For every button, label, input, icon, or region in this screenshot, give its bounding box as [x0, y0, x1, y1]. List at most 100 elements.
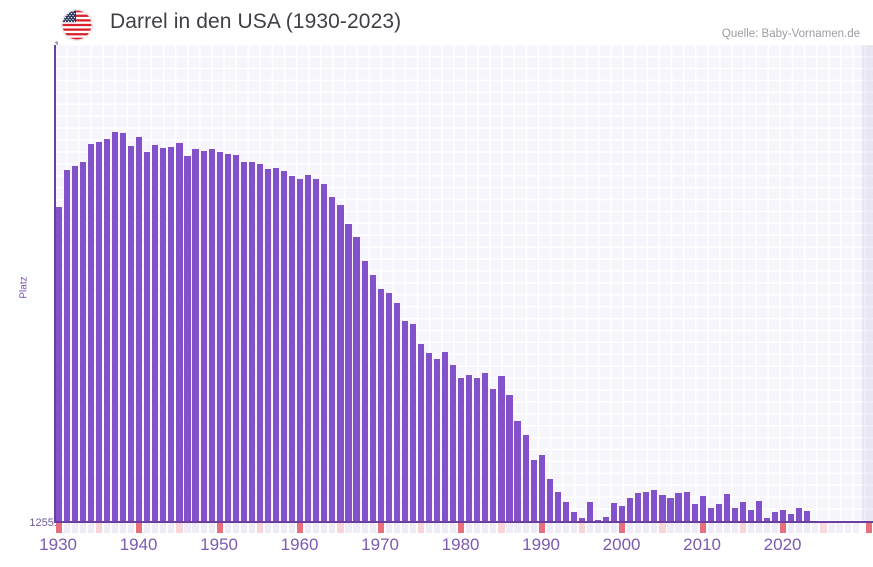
bar[interactable]	[659, 495, 666, 522]
bar[interactable]	[353, 237, 360, 522]
bar[interactable]	[522, 435, 529, 522]
bar[interactable]	[144, 152, 151, 522]
bar[interactable]	[393, 303, 400, 522]
bar[interactable]	[442, 352, 449, 522]
bar[interactable]	[570, 512, 577, 522]
bar[interactable]	[723, 494, 730, 522]
bar[interactable]	[603, 517, 610, 522]
bar[interactable]	[160, 148, 167, 522]
bar[interactable]	[401, 321, 408, 522]
bar[interactable]	[281, 171, 288, 522]
bar[interactable]	[772, 512, 779, 522]
x-tick	[79, 523, 86, 533]
bar[interactable]	[297, 179, 304, 522]
bar[interactable]	[305, 175, 312, 522]
bar[interactable]	[103, 139, 111, 522]
bar[interactable]	[675, 493, 682, 522]
bar[interactable]	[79, 162, 86, 522]
bar[interactable]	[788, 514, 795, 522]
bar[interactable]	[514, 421, 521, 522]
bar[interactable]	[780, 510, 787, 522]
bar[interactable]	[586, 502, 594, 522]
bar[interactable]	[128, 146, 135, 522]
bar[interactable]	[345, 224, 352, 522]
bar[interactable]	[361, 261, 368, 522]
bar[interactable]	[337, 205, 344, 522]
bar[interactable]	[224, 154, 231, 522]
bar[interactable]	[433, 359, 441, 522]
bar[interactable]	[490, 389, 497, 522]
bar[interactable]	[200, 151, 207, 522]
x-tick	[281, 523, 288, 533]
bar[interactable]	[458, 378, 465, 522]
bar[interactable]	[272, 168, 280, 522]
bar[interactable]	[699, 496, 706, 522]
bar[interactable]	[71, 166, 78, 522]
bar[interactable]	[63, 170, 70, 522]
bar[interactable]	[635, 493, 642, 522]
bar[interactable]	[208, 149, 215, 522]
bar[interactable]	[192, 149, 199, 522]
bar[interactable]	[409, 324, 416, 522]
bar[interactable]	[385, 293, 392, 522]
bar[interactable]	[667, 498, 674, 522]
x-tick	[788, 523, 795, 533]
bar[interactable]	[313, 179, 320, 522]
bar[interactable]	[232, 155, 239, 522]
bar[interactable]	[450, 365, 457, 522]
bar[interactable]	[417, 344, 425, 522]
bar[interactable]	[95, 142, 103, 522]
bar[interactable]	[289, 176, 296, 522]
bar[interactable]	[691, 504, 698, 522]
bar[interactable]	[168, 147, 175, 522]
bar[interactable]	[111, 132, 119, 522]
bar[interactable]	[619, 506, 626, 522]
bar[interactable]	[425, 353, 433, 522]
bar[interactable]	[369, 275, 376, 522]
bar[interactable]	[136, 137, 143, 522]
bar[interactable]	[506, 395, 513, 522]
bar[interactable]	[240, 162, 247, 522]
bar[interactable]	[715, 504, 722, 522]
bar[interactable]	[764, 518, 771, 522]
bar[interactable]	[256, 164, 264, 522]
bar[interactable]	[804, 511, 811, 522]
x-tick	[95, 523, 103, 533]
bar[interactable]	[176, 143, 183, 522]
bar[interactable]	[264, 169, 272, 522]
bar[interactable]	[538, 455, 545, 522]
bar[interactable]	[474, 378, 481, 522]
bar[interactable]	[731, 508, 738, 522]
bar[interactable]	[546, 479, 553, 522]
bar[interactable]	[755, 501, 763, 522]
bar[interactable]	[466, 375, 473, 522]
bar[interactable]	[152, 145, 159, 522]
bar[interactable]	[87, 144, 94, 522]
bar[interactable]	[707, 508, 714, 522]
bar[interactable]	[321, 184, 328, 522]
x-axis-label-1960: 1960	[280, 535, 319, 554]
bar[interactable]	[578, 518, 586, 522]
bar[interactable]	[611, 503, 618, 522]
bar[interactable]	[747, 510, 755, 522]
bar[interactable]	[498, 376, 505, 522]
bar[interactable]	[739, 502, 747, 522]
bar[interactable]	[627, 498, 634, 522]
x-tick	[715, 523, 722, 533]
bar[interactable]	[643, 492, 650, 522]
bar[interactable]	[651, 490, 658, 522]
bar[interactable]	[482, 373, 489, 522]
bar[interactable]	[55, 207, 62, 522]
bar[interactable]	[329, 197, 336, 522]
bar[interactable]	[530, 460, 537, 522]
bar[interactable]	[562, 502, 569, 522]
x-tick	[675, 523, 682, 533]
bar[interactable]	[683, 492, 690, 522]
bar[interactable]	[796, 508, 803, 522]
bar[interactable]	[216, 152, 223, 522]
bar[interactable]	[377, 289, 384, 522]
bar[interactable]	[248, 162, 255, 522]
bar[interactable]	[554, 492, 561, 522]
bar[interactable]	[120, 133, 127, 522]
bar[interactable]	[184, 156, 191, 522]
